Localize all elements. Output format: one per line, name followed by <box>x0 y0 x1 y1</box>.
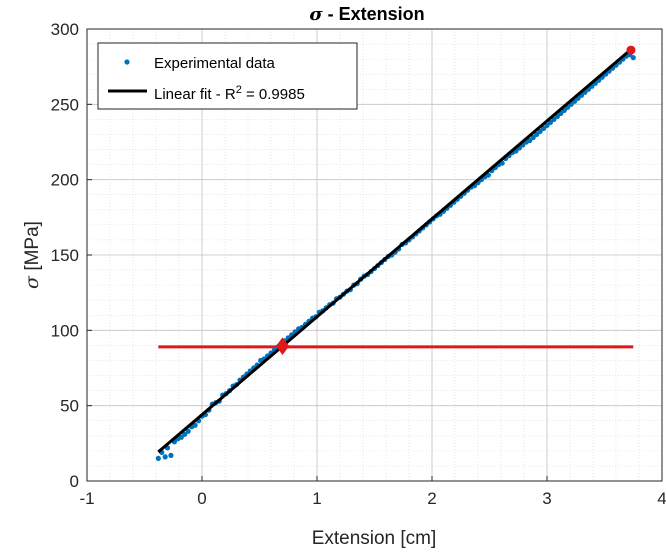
y-tick-label: 150 <box>51 246 79 265</box>
y-tick-label: 50 <box>60 397 79 416</box>
intersection-diamond <box>275 337 290 355</box>
x-axis-label: Extension [cm] <box>312 528 437 549</box>
data-point <box>527 137 533 144</box>
y-tick-label: 100 <box>51 321 79 340</box>
data-point <box>530 134 536 141</box>
x-tick-label: -1 <box>79 489 94 508</box>
endpoint-marker <box>626 45 636 55</box>
y-tick-label: 300 <box>51 20 79 39</box>
data-point <box>185 428 191 434</box>
x-axis-ticks: -1 0 1 2 3 4 <box>79 476 666 508</box>
data-point <box>168 452 174 458</box>
data-point <box>155 455 161 461</box>
legend-label-fit: Linear fit - R2 = 0.9985 <box>154 84 305 103</box>
data-point <box>182 431 188 437</box>
linear-fit-line <box>157 46 635 454</box>
chart-title: σ - Extension <box>309 4 424 25</box>
data-point <box>162 454 168 460</box>
data-point <box>540 125 547 132</box>
data-point <box>547 119 554 126</box>
y-axis-ticks: 0 50 100 150 200 250 300 <box>51 20 92 491</box>
x-tick-label: 1 <box>312 489 321 508</box>
data-point <box>630 55 636 61</box>
legend-marker-experimental <box>124 59 130 65</box>
x-tick-label: 0 <box>197 489 206 508</box>
data-point <box>544 122 550 129</box>
data-point <box>192 422 198 428</box>
y-tick-label: 0 <box>70 472 79 491</box>
x-tick-label: 2 <box>427 489 436 508</box>
data-layer <box>155 45 636 461</box>
x-tick-label: 4 <box>657 489 666 508</box>
legend: Experimental data Linear fit - R2 = 0.99… <box>97 42 358 110</box>
legend-label-experimental: Experimental data <box>154 55 276 72</box>
y-axis-label: σ [MPa] <box>21 221 43 289</box>
data-point <box>537 128 543 135</box>
y-tick-label: 200 <box>51 171 79 190</box>
x-tick-label: 3 <box>542 489 551 508</box>
data-point <box>178 434 184 440</box>
legend-box <box>97 42 358 110</box>
data-point <box>534 131 540 138</box>
y-tick-label: 250 <box>51 95 79 114</box>
